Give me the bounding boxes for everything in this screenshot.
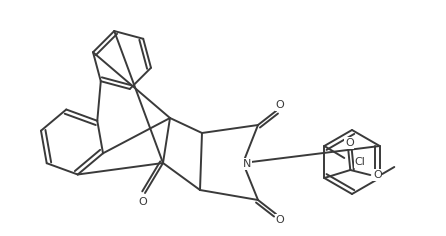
Text: O: O (373, 170, 382, 180)
Text: N: N (243, 159, 251, 169)
Text: O: O (345, 138, 354, 148)
Text: O: O (276, 215, 285, 225)
Text: O: O (139, 197, 147, 207)
Text: Cl: Cl (354, 157, 365, 167)
Text: O: O (276, 100, 285, 110)
